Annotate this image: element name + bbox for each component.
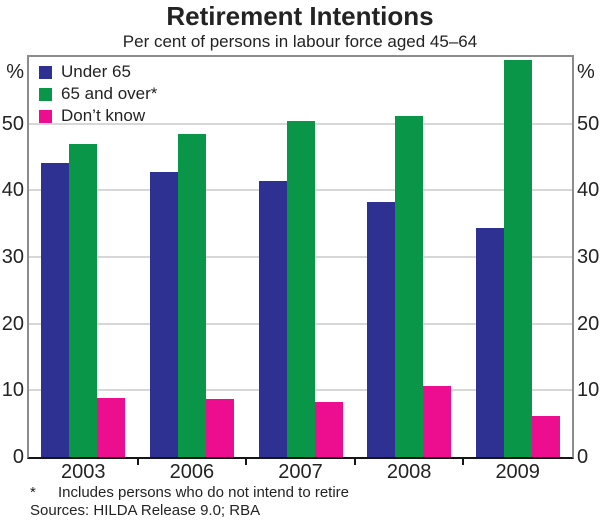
legend-label: Don’t know xyxy=(61,106,146,125)
y-tick-label-40: 40 xyxy=(1,179,24,202)
y-axis-left: % 0 10 20 30 40 50 xyxy=(0,57,24,468)
y-tick-label-20: 20 xyxy=(1,312,24,335)
chart-subtitle: Per cent of persons in labour force aged… xyxy=(122,32,478,51)
x-axis-tick xyxy=(462,459,465,465)
y-tick-label-0: 0 xyxy=(577,446,589,468)
bar-under-65-2009 xyxy=(475,228,504,457)
x-axis-tick xyxy=(245,459,248,465)
bar-don-t-know-2007 xyxy=(314,402,343,457)
bar-65-and-over-2008 xyxy=(395,116,424,457)
bar-don-t-know-2003 xyxy=(97,397,126,457)
legend-swatch xyxy=(39,109,52,123)
y-tick-label-30: 30 xyxy=(577,246,600,268)
x-tick-label: 2003 xyxy=(61,461,106,483)
legend-item-under-65: Under 65 xyxy=(39,61,157,83)
y-tick-label-20: 20 xyxy=(577,312,600,335)
y-tick-label-10: 10 xyxy=(1,379,24,402)
y-axis-right: % 0 10 20 30 40 50 xyxy=(577,57,600,468)
legend-label: Under 65 xyxy=(61,62,131,81)
x-axis-tick xyxy=(136,459,139,465)
footnote: * Includes persons who do not intend to r… xyxy=(30,484,349,502)
legend-swatch xyxy=(39,65,52,79)
x-axis-tick xyxy=(353,459,356,465)
y-axis-unit-label: % xyxy=(6,61,24,83)
bar-65-and-over-2009 xyxy=(503,60,532,457)
legend-item-don-t-know: Don’t know xyxy=(39,105,157,127)
y-tick-label-50: 50 xyxy=(1,112,24,135)
x-tick-label: 2009 xyxy=(495,461,540,483)
footnote-text: Includes persons who do not intend to re… xyxy=(58,484,350,501)
y-tick-label-0: 0 xyxy=(12,446,24,468)
footnote-marker: * xyxy=(30,484,36,501)
bar-under-65-2007 xyxy=(258,181,287,457)
bar-65-and-over-2006 xyxy=(177,133,206,457)
x-tick-label: 2008 xyxy=(386,461,432,483)
chart-title: Retirement Intentions xyxy=(166,1,434,31)
legend: Under 65 65 and over* Don’t know xyxy=(39,61,157,127)
bar-don-t-know-2008 xyxy=(423,385,452,457)
y-tick-label-50: 50 xyxy=(577,112,600,135)
x-tick-label: 2006 xyxy=(169,461,215,483)
bar-under-65-2008 xyxy=(367,202,396,457)
legend-item-65-and-over: 65 and over* xyxy=(39,83,157,105)
y-tick-label-10: 10 xyxy=(577,379,600,402)
bar-under-65-2006 xyxy=(149,171,178,457)
y-tick-label-40: 40 xyxy=(577,179,600,202)
bar-don-t-know-2009 xyxy=(531,415,560,457)
bar-don-t-know-2006 xyxy=(205,399,234,457)
bar-under-65-2003 xyxy=(41,163,70,457)
plot-area: Under 65 65 and over* Don’t know xyxy=(27,55,574,465)
legend-swatch xyxy=(39,87,52,101)
bar-65-and-over-2003 xyxy=(69,143,98,457)
sources-line: Sources: HILDA Release 9.0; RBA xyxy=(30,502,261,519)
bar-65-and-over-2007 xyxy=(286,121,315,457)
legend-label: 65 and over* xyxy=(61,84,158,103)
y-axis-unit-label: % xyxy=(577,61,595,83)
x-tick-label: 2007 xyxy=(278,461,323,483)
y-tick-label-30: 30 xyxy=(1,246,24,268)
